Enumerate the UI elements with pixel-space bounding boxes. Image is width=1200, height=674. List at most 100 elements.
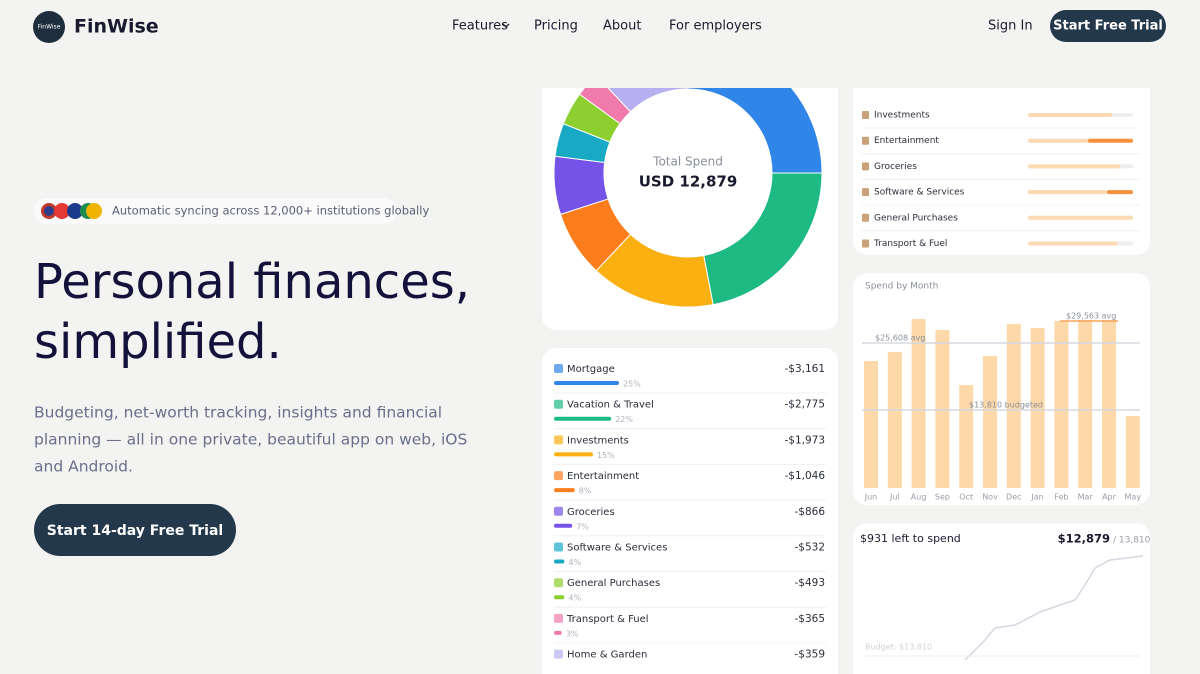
- badge: [34, 198, 397, 224]
- bar: [864, 360, 878, 488]
- category-bar: [554, 416, 612, 421]
- category-icon: [862, 111, 869, 119]
- category-name: Entertainment: [567, 471, 639, 482]
- category-icon: [862, 213, 869, 222]
- avg-recent-label: $29,563 avg: [1066, 312, 1116, 321]
- progress-over: [1107, 190, 1133, 195]
- category-icon: [554, 435, 563, 445]
- budget: / 13,810: [1113, 536, 1151, 546]
- category-name: Software & Services: [567, 543, 667, 554]
- logo-badge[interactable]: FinWise: [38, 24, 61, 31]
- category-percent: 15%: [597, 451, 615, 460]
- donut-label: Total Spend: [652, 155, 723, 169]
- month-label: May: [1125, 493, 1142, 502]
- budget-label: $13,810 budgeted: [969, 401, 1043, 410]
- hero-title: Personal finances,: [34, 254, 470, 310]
- category-name: Home & Garden: [567, 650, 647, 661]
- nav-link[interactable]: Features: [452, 19, 508, 34]
- progress-fill: [1028, 164, 1120, 169]
- chevron: [502, 23, 510, 28]
- month-label: Dec: [1006, 493, 1021, 502]
- category-name: Transport & Fuel: [566, 614, 649, 625]
- hero-cta[interactable]: [34, 504, 236, 556]
- category-icon: [554, 613, 563, 623]
- brand[interactable]: FinWise: [74, 16, 159, 38]
- month-label: Aug: [911, 493, 927, 502]
- hero-description: planning — all in one private, beautiful…: [34, 431, 467, 449]
- hero-cta-label[interactable]: Start 14-day Free Trial: [47, 523, 223, 539]
- category-icon: [554, 471, 563, 481]
- month-label: Jun: [864, 493, 878, 502]
- category-icon: [862, 136, 869, 145]
- bar: [983, 355, 997, 488]
- app-preview: Total Spend USD 12,879 Mortgage -$3,161 25% V…: [542, 88, 1151, 674]
- flag-ca: [54, 203, 70, 219]
- card: [853, 523, 1150, 674]
- category-icon: [554, 399, 563, 409]
- month-label: Feb: [1054, 493, 1068, 502]
- category-bar: [554, 559, 565, 564]
- category-icon: [862, 162, 869, 171]
- cumulative-line: [964, 555, 1144, 661]
- category-amount: -$3,161: [784, 363, 825, 375]
- category-name: General Purchases: [874, 213, 958, 223]
- category-name: Investments: [874, 111, 930, 121]
- donut-segment-rest: [607, 88, 689, 113]
- budget-note: Budget: $13,810: [865, 643, 932, 652]
- hero-description: and Android.: [34, 458, 133, 476]
- category-name: Mortgage: [567, 364, 615, 375]
- flag-uk: [67, 203, 83, 219]
- hero-title: simplified.: [34, 314, 282, 370]
- category-name: Groceries: [874, 162, 917, 172]
- category-percent: 25%: [623, 380, 641, 389]
- bar: [1078, 319, 1093, 488]
- category-amount: -$2,775: [784, 399, 825, 411]
- category-amount: -$365: [794, 613, 825, 625]
- progress-over: [1088, 138, 1133, 143]
- cta-label[interactable]: Start Free Trial: [1053, 19, 1163, 34]
- category-icon: [554, 542, 563, 552]
- month-label: Oct: [959, 493, 973, 502]
- chart-title: Spend by Month: [865, 282, 938, 292]
- category-bar: [554, 452, 593, 457]
- bar: [1125, 415, 1140, 488]
- category-name: Groceries: [567, 507, 615, 518]
- hero-description: Budgeting, net-worth tracking, insights …: [34, 404, 442, 422]
- category-amount: -$866: [794, 506, 825, 518]
- spent: $12,879: [1058, 532, 1110, 546]
- nav-link[interactable]: For employers: [669, 19, 762, 34]
- sign-in[interactable]: Sign In: [988, 19, 1033, 34]
- category-name: Vacation & Travel: [567, 400, 654, 411]
- bar: [887, 352, 902, 488]
- nav-link[interactable]: About: [603, 19, 641, 34]
- month-label: Jan: [1030, 493, 1043, 502]
- category-percent: 22%: [615, 415, 633, 424]
- category-amount: -$359: [794, 649, 825, 661]
- category-bar: [554, 595, 565, 600]
- bar: [1030, 327, 1045, 488]
- nav-link[interactable]: Pricing: [534, 19, 578, 34]
- month-label: Mar: [1078, 493, 1094, 502]
- category-name: Investments: [567, 435, 629, 446]
- month-label: Apr: [1102, 493, 1117, 502]
- month-label: Sep: [935, 493, 950, 502]
- category-icon: [862, 188, 869, 197]
- card: [853, 273, 1150, 505]
- category-icon: [554, 506, 563, 516]
- progress-fill: [1028, 241, 1118, 246]
- category-bar: [554, 630, 562, 635]
- category-bar: [554, 381, 619, 385]
- flag-za: [86, 203, 102, 219]
- card: [853, 88, 1150, 255]
- category-amount: -$532: [794, 542, 825, 554]
- cta-button[interactable]: [1050, 10, 1166, 42]
- logo[interactable]: [33, 11, 65, 43]
- category-icon: [862, 239, 869, 248]
- category-name: Transport & Fuel: [873, 239, 947, 249]
- bar: [1054, 321, 1069, 488]
- progress-fill: [1028, 215, 1133, 220]
- category-percent: 4%: [568, 558, 581, 567]
- category-percent: 4%: [568, 594, 581, 603]
- progress-fill: [1028, 190, 1107, 195]
